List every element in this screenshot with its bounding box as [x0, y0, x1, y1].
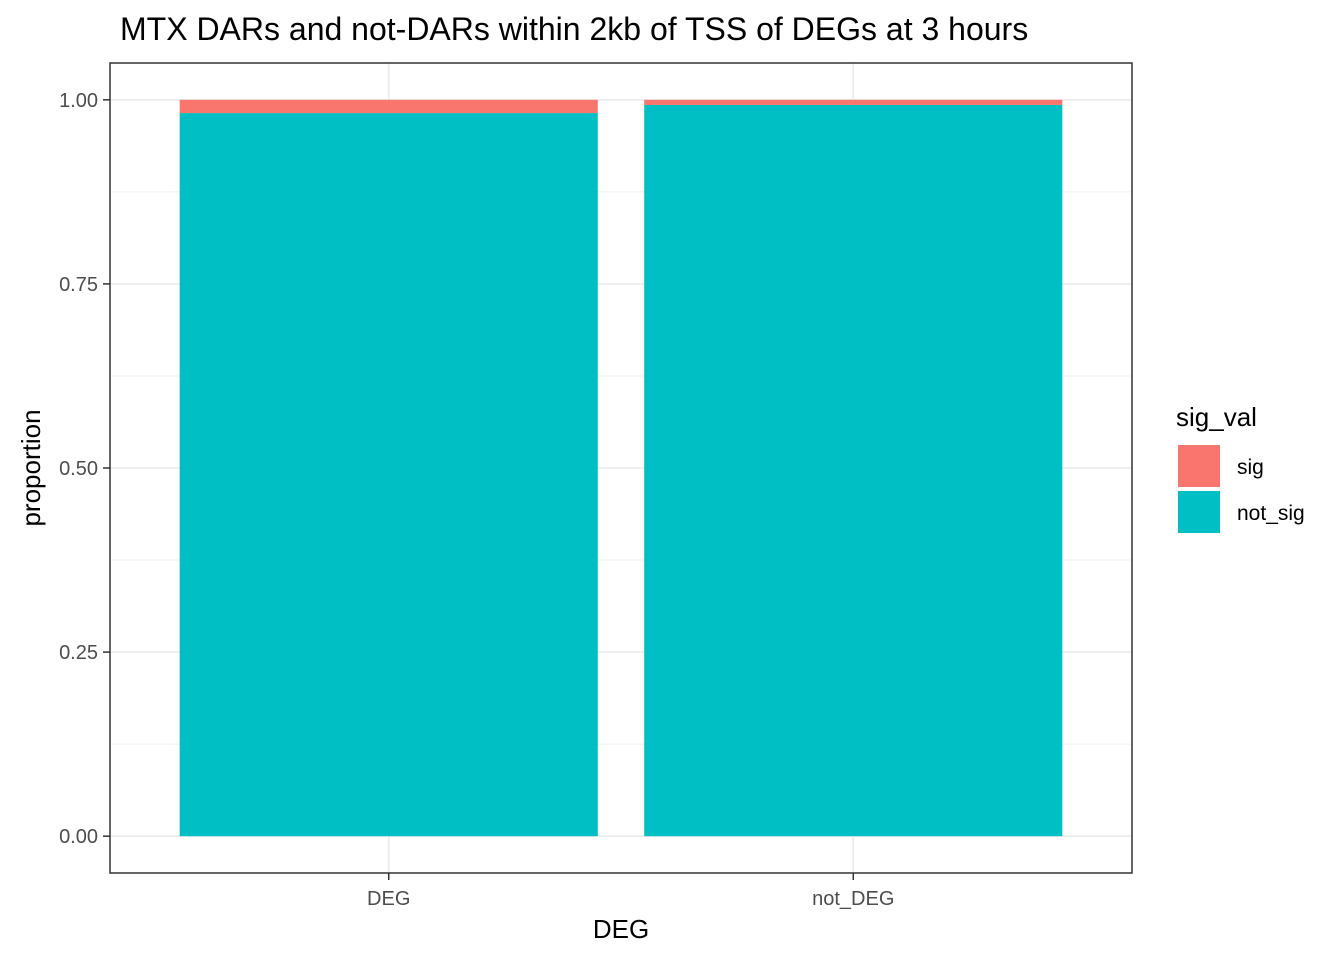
x-tick-label: not_DEG: [812, 888, 894, 910]
y-tick-label: 1.00: [59, 90, 98, 112]
x-axis: DEG not_DEG: [367, 873, 894, 910]
bar-sig-not_DEG: [644, 99, 1063, 105]
y-tick-label: 0.25: [59, 642, 98, 664]
legend-label-not_sig: not_sig: [1237, 502, 1305, 525]
x-tick-label: DEG: [367, 888, 410, 910]
bar-sig-DEG: [179, 99, 598, 114]
y-tick-label: 0.00: [59, 826, 98, 848]
y-axis-title: proportion: [16, 409, 46, 526]
y-axis: 0.00 0.25 0.50 0.75 1.00: [59, 90, 110, 848]
x-axis-title: DEG: [593, 914, 649, 944]
bar-not_sig-DEG: [179, 113, 598, 837]
bar-not_sig-not_DEG: [644, 104, 1063, 837]
y-tick-label: 0.50: [59, 458, 98, 480]
legend-key-sig: [1178, 445, 1220, 487]
legend-label-sig: sig: [1237, 456, 1264, 479]
bars: [179, 99, 1063, 837]
legend-title: sig_val: [1176, 402, 1257, 432]
chart-title: MTX DARs and not-DARs within 2kb of TSS …: [120, 11, 1028, 47]
legend-key-not_sig: [1178, 491, 1220, 533]
legend: sig_val sig not_sig: [1176, 402, 1305, 533]
y-tick-label: 0.75: [59, 274, 98, 296]
